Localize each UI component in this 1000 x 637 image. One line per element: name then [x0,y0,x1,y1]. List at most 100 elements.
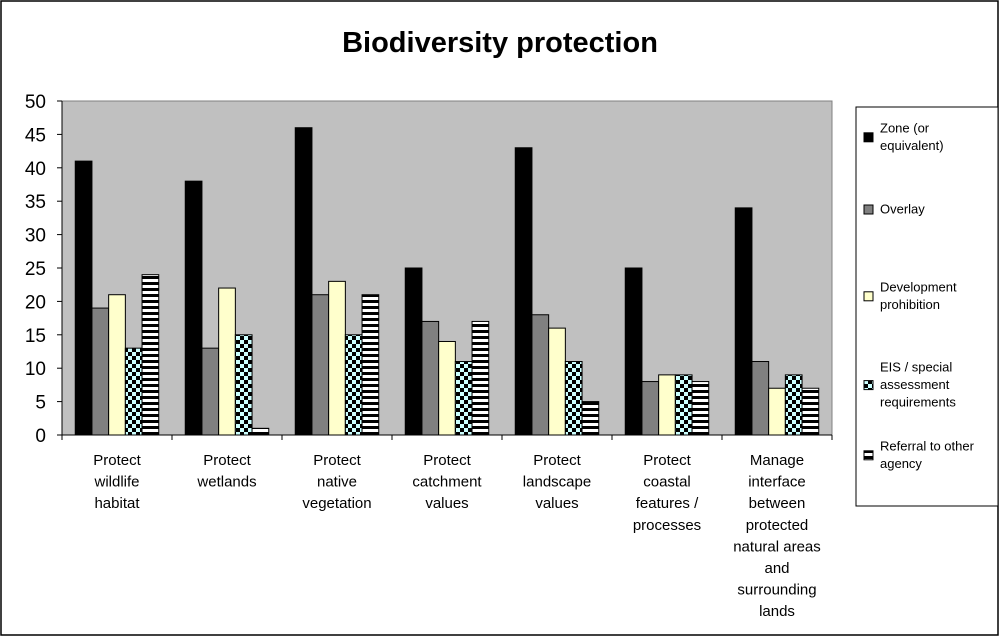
y-tick-label: 20 [25,292,46,313]
x-tick-label: Protect wildlife habitat [93,452,141,512]
x-tick-label-line: interface [748,474,806,491]
x-tick-label-line: vegetation [302,495,371,512]
bar-5-5 [581,401,600,436]
bar-5-2 [251,427,270,436]
x-tick-label: Protect coastal features / processes [633,452,701,534]
bar-4-7 [784,374,803,436]
legend-label-line: prohibition [880,297,940,312]
bar-3-2 [218,287,236,436]
bar-3-3 [328,280,346,436]
bar-3-4 [438,340,456,436]
y-tick-label: 50 [25,92,46,113]
bar-1-5 [514,147,533,436]
x-tick-label-line: catchment [412,474,482,491]
bar-2-6 [641,381,660,436]
bar-1-3 [294,127,313,436]
x-tick-label-line: wetlands [196,474,256,491]
x-tick-label-line: coastal [643,474,691,491]
x-tick-label-line: Protect [93,452,141,469]
bar-1-6 [624,267,643,436]
x-tick-label: Protect native vegetation [302,452,371,512]
legend-label-4: EIS / special assessment requirements [880,360,956,410]
bar-2-4 [421,320,440,436]
x-tick-label-line: Protect [313,452,361,469]
bar-5-6 [691,381,710,436]
legend-swatch-1 [863,132,874,143]
legend-label-line: Overlay [880,202,925,217]
bar-1-1 [74,160,93,436]
x-tick-label-line: surrounding [737,582,816,599]
bar-1-7 [734,207,753,436]
legend-swatch-3 [863,291,874,302]
x-tick-label-line: habitat [94,495,140,512]
bar-3-6 [658,374,676,436]
x-tick-label: Protect catchment values [412,452,482,512]
bar-2-2 [201,347,220,436]
y-tick-label: 15 [25,326,46,347]
x-tick-label-line: features / [636,495,699,512]
bar-4-5 [564,361,583,436]
bar-2-1 [91,307,110,436]
bar-4-1 [124,347,143,436]
x-tick-label-line: wildlife [93,474,139,491]
x-tick-label: Manage interface between protected natural a… [733,452,821,620]
bar-5-3 [361,294,380,436]
legend-label-line: EIS / special [880,360,952,375]
x-tick-label-line: processes [633,517,701,534]
legend-label-line: Development [880,280,957,295]
x-tick-label-line: Protect [423,452,471,469]
x-tick-label-line: values [535,495,578,512]
legend-label-line: requirements [880,395,956,410]
bar-5-4 [471,320,490,436]
plot-area: 0 5 10 15 20 25 30 35 40 45 50 Protect wildlife habit… [25,92,833,620]
legend-label-2: Overlay [880,202,925,217]
y-tick-label: 35 [25,192,46,213]
bar-3-1 [108,294,126,436]
bar-4-3 [344,334,363,436]
x-tick-label-line: Protect [203,452,251,469]
x-tick-label-line: natural areas [733,538,821,555]
legend-swatch-2 [863,204,874,215]
bar-3-5 [548,327,566,436]
legend-label-1: Zone (or equivalent) [880,121,944,154]
x-tick-label-line: Protect [533,452,581,469]
legend-label-3: Development prohibition [880,280,957,313]
y-tick-label: 10 [25,359,46,380]
x-tick-label-line: Protect [643,452,691,469]
x-tick-label-line: Manage [750,452,804,469]
bar-2-5 [531,314,550,436]
x-tick-label-line: protected [746,517,809,534]
bar-4-4 [454,361,473,436]
legend-label-line: equivalent) [880,138,944,153]
bar-5-1 [141,274,160,436]
bar-2-3 [311,294,330,436]
x-tick-label-line: and [764,560,789,577]
legend-label-5: Referral to other agency [880,439,975,472]
y-tick-label: 45 [25,125,46,146]
y-tick-label: 30 [25,226,46,247]
x-tick-label: Protect wetlands [196,452,256,491]
bar-3-7 [768,387,786,436]
legend-box [855,106,999,507]
legend: Zone (or equivalent) Overlay Development pro… [855,106,999,507]
x-tick-label-line: lands [759,603,795,620]
bar-2-7 [751,361,770,436]
bar-4-6 [674,374,693,436]
x-tick-label-line: landscape [523,474,591,491]
y-tick-label: 25 [25,259,46,280]
x-tick-label-line: values [425,495,468,512]
y-tick-label: 0 [35,426,46,447]
legend-swatch-5 [863,450,874,461]
y-tick-label: 5 [35,393,46,414]
legend-label-line: Zone (or [880,121,930,136]
legend-label-line: assessment [880,377,950,392]
x-tick-label-line: between [749,495,806,512]
legend-swatch-4 [863,380,874,391]
bar-5-7 [801,387,820,436]
bar-1-4 [404,267,423,436]
x-tick-label-line: native [317,474,357,491]
bar-1-2 [184,180,203,436]
bar-4-2 [234,334,253,436]
legend-label-line: agency [880,456,922,471]
